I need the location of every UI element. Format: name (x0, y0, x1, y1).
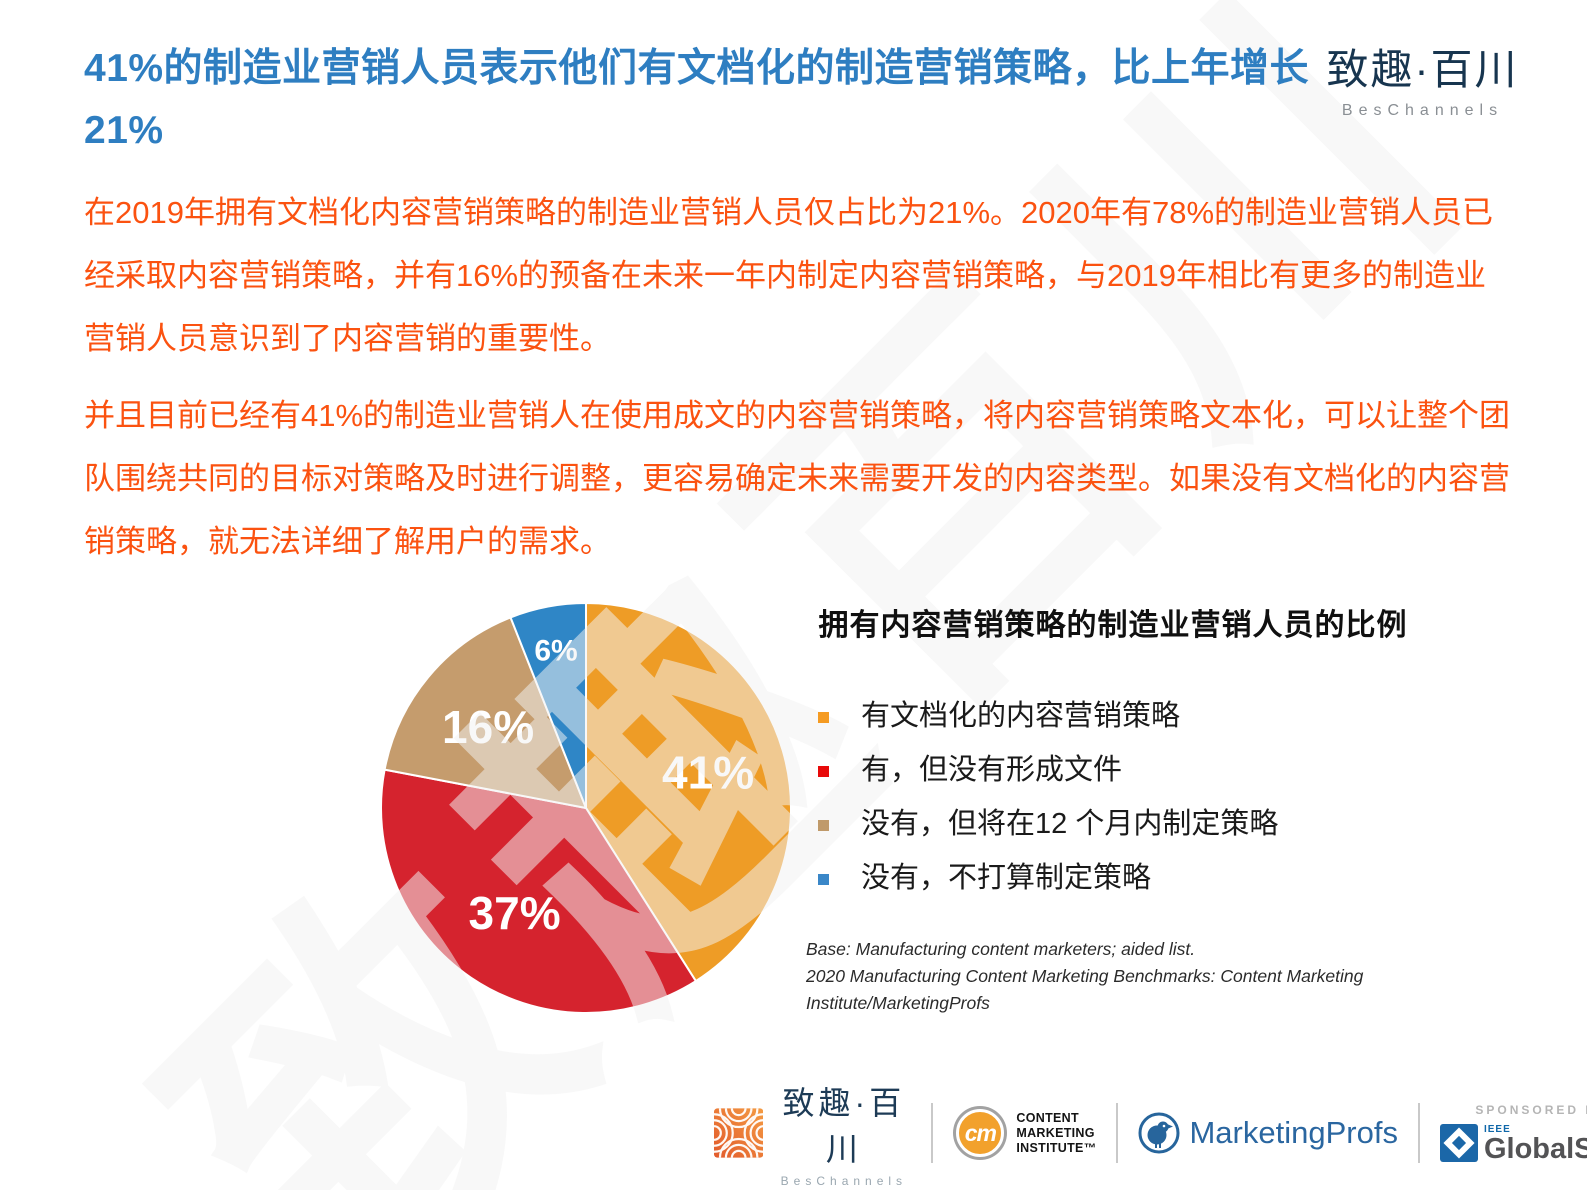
globalspec-name: GlobalSpec (1483, 1132, 1587, 1165)
cmi-monogram: cm (964, 1119, 997, 1146)
legend-label-2: 没有，但将在12 个月内制定策略 (861, 808, 1279, 840)
legend-bullet-2 (818, 819, 829, 831)
beschannels-footer-subtitle: BesChannels (780, 1174, 908, 1188)
marketingprofs-name: MarketingProfs (1189, 1115, 1398, 1150)
chart-title: 拥有内容营销策略的制造业营销人员的比例 (818, 609, 1408, 642)
legend-bullet-0 (818, 711, 829, 723)
legend-bullet-3 (818, 873, 829, 885)
pie-slice-0 (585, 602, 792, 983)
legend-item-3: 没有，不打算制定策略 (806, 854, 1420, 896)
chart-source: Base: Manufacturing content marketers; a… (806, 936, 1420, 1017)
pie-slice-1 (380, 768, 697, 1014)
cmi-line-2: MARKETING (1016, 1125, 1095, 1140)
footer-divider (1116, 1103, 1119, 1163)
globalspec-diamond-icon (1439, 1123, 1478, 1162)
sponsored-by-label: SPONSORED BY (1475, 1102, 1587, 1117)
footer-divider (1417, 1103, 1420, 1163)
paragraph-2: 并且目前已经有41%的制造业营销人在使用成文的内容营销策略，将内容营销策略文本化… (84, 397, 1511, 559)
header-brand-logo: 致趣·百川 BesChannels (1325, 36, 1520, 120)
cmi-line-1: CONTENT (1016, 1110, 1079, 1125)
cmi-icon: cm (956, 1109, 1005, 1157)
source-line-1: Base: Manufacturing content marketers; a… (806, 939, 1196, 959)
pie-label-2: 16% (442, 701, 534, 753)
cmi-logo: cm CONTENT MARKETING INSTITUTE™ (953, 1109, 1096, 1157)
beschannels-icon (714, 1108, 764, 1158)
marketingprofs-logo: MarketingProfs (1138, 1112, 1398, 1154)
pie-slice-2 (383, 616, 587, 809)
footer-logo-strip: 致趣·百川 BesChannels cm CONTENT MARKETING I… (714, 1085, 1587, 1188)
legend-items: 有文档化的内容营销策略 有，但没有形成文件没有，但将在12 个月内制定策略 没有，不… (806, 692, 1420, 896)
page-title: 41%的制造业营销人员表示他们有文档化的制造营销策略，比上年增长21% (84, 47, 1310, 153)
beschannels-footer-name: 致趣·百川 (782, 1085, 906, 1167)
legend-item-1: 有，但没有形成文件 (806, 746, 1420, 788)
chart-legend: 拥有内容营销策略的制造业营销人员的比例 有文档化的内容营销策略 有，但没有形成文件… (806, 600, 1420, 1017)
pie-label-0: 41% (662, 747, 754, 799)
legend-label-0: 有文档化的内容营销策略 (861, 700, 1181, 732)
body-text: 在2019年拥有文档化内容营销策略的制造业营销人员仅占比为21%。2020年有7… (84, 182, 1516, 574)
paragraph-1: 在2019年拥有文档化内容营销策略的制造业营销人员仅占比为21%。2020年有7… (84, 195, 1494, 356)
brand-name: 致趣·百川 (1326, 46, 1519, 93)
legend-label-3: 没有，不打算制定策略 (861, 862, 1152, 894)
pie-label-1: 37% (469, 887, 561, 939)
legend-label-1: 有，但没有形成文件 (861, 754, 1123, 786)
globalspec-logo: SPONSORED BY IEEE GlobalSpec (1439, 1102, 1587, 1165)
legend-item-2: 没有，但将在12 个月内制定策略 (806, 800, 1420, 842)
marketingprofs-bird-icon (1138, 1112, 1180, 1154)
pie-chart: 41% 37% 16% 6% (380, 602, 792, 1014)
globalspec-ieee-label: IEEE (1483, 1123, 1511, 1135)
brand-subtitle: BesChannels (1341, 102, 1504, 119)
footer-divider (931, 1103, 934, 1163)
pie-slice-3 (509, 602, 587, 809)
beschannels-footer-logo: 致趣·百川 BesChannels (714, 1078, 911, 1188)
pie-label-3: 6% (534, 634, 577, 667)
legend-bullet-1 (818, 765, 829, 777)
source-line-2: 2020 Manufacturing Content Marketing Ben… (806, 966, 1364, 1014)
cmi-line-3: INSTITUTE™ (1016, 1140, 1097, 1155)
legend-item-0: 有文档化的内容营销策略 (806, 692, 1420, 734)
